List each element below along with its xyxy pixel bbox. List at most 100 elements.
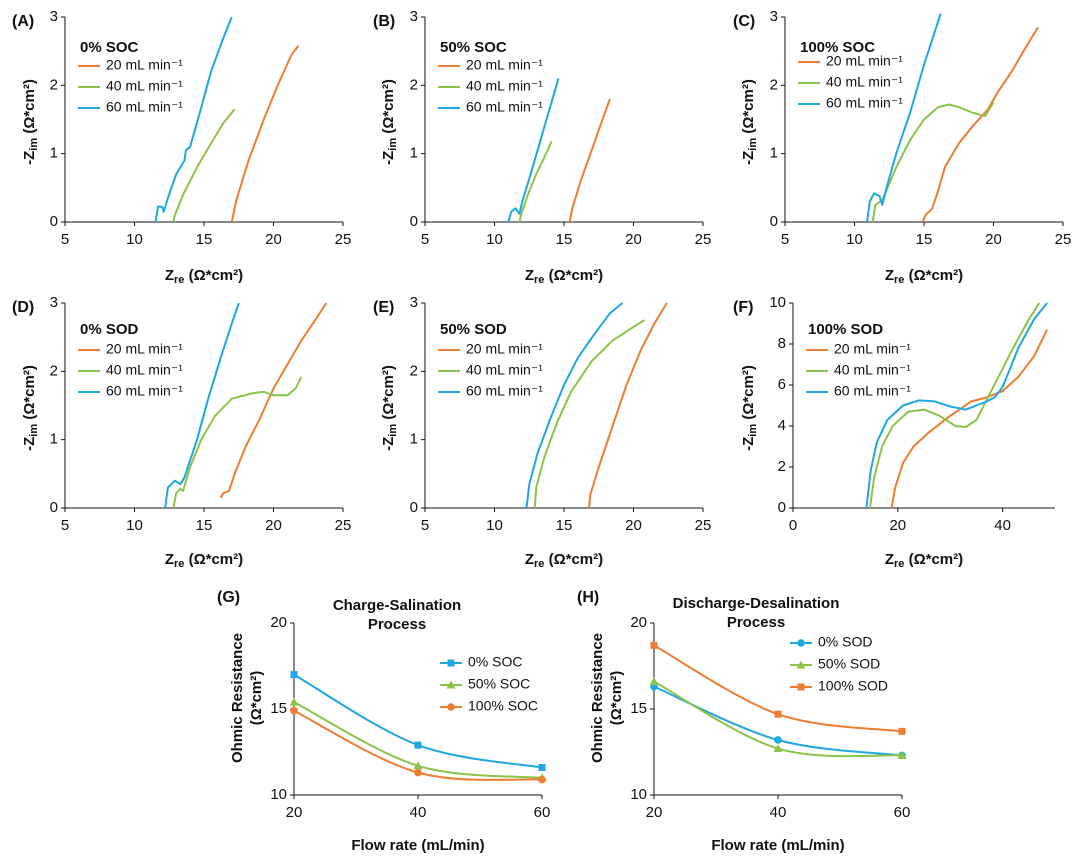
x-tick-label: 5 [61, 517, 69, 534]
y-tick-label: 2 [50, 76, 58, 93]
series-line-blue [507, 78, 560, 223]
y-tick-label: 0 [410, 213, 418, 230]
legend-label: 40 mL min⁻¹ [834, 362, 911, 378]
series-line-green [518, 140, 553, 223]
y-axis-title: Ohmic Resistance [229, 633, 246, 763]
chart-title: Charge-Salination [333, 597, 461, 614]
x-tick-label: 5 [781, 231, 789, 248]
x-axis-title: Zre (Ω*cm²) [885, 551, 963, 570]
panel-d: 5 10 15 20 25 0 1 2 3 (D) 0% SOD 20 mL min⁻¹ 40 mL m… [12, 294, 351, 534]
y-tick-label: 4 [778, 417, 786, 434]
legend-marker [446, 680, 456, 689]
y-tick-label: 3 [770, 8, 778, 25]
x-axis-title: Flow rate (mL/min) [711, 837, 844, 854]
series-line-blue [525, 302, 624, 509]
legend-label: 20 mL min⁻¹ [826, 53, 903, 69]
legend-label: 60 mL min⁻¹ [466, 99, 543, 115]
x-tick-label: 15 [916, 231, 933, 248]
x-tick-label: 40 [994, 517, 1011, 534]
chart-title: Process [368, 616, 426, 633]
x-tick-label: 5 [421, 231, 429, 248]
x-tick-label: 10 [486, 231, 503, 248]
y-tick-label: 1 [410, 431, 418, 448]
series-line-green [172, 376, 303, 509]
y-tick-label: 20 [630, 614, 647, 631]
legend-label: 0% SOD [818, 634, 872, 650]
y-axis-title: -Zim (Ω*cm²) [21, 365, 40, 451]
x-tick-label: 60 [894, 804, 911, 821]
chart-title: 50% SOD [440, 321, 507, 338]
legend-label: 20 mL min⁻¹ [466, 341, 543, 357]
panel-label: (F) [733, 299, 753, 316]
x-tick-label: 10 [486, 517, 503, 534]
series-line-orange [890, 329, 1048, 509]
chart-title: 100% SOD [808, 321, 883, 338]
series-line-orange [588, 302, 668, 509]
y-tick-label: 2 [778, 458, 786, 475]
chart-title: 0% SOD [80, 321, 139, 338]
y-tick-label: 6 [778, 376, 786, 393]
y-axis-title-unit: (Ω*cm²) [608, 671, 625, 726]
x-tick-label: 25 [695, 231, 712, 248]
legend-label: 100% SOC [468, 698, 538, 714]
panel-e: 5 10 15 20 25 0 1 2 3 (E) 50% SOD 20 mL min⁻¹ 40 mL … [373, 294, 711, 534]
data-point [774, 736, 782, 744]
y-tick-label: 1 [50, 431, 58, 448]
series-line-blue [865, 302, 1048, 509]
x-tick-label: 25 [335, 517, 352, 534]
legend-label: 60 mL min⁻¹ [106, 383, 183, 399]
x-tick-label: 40 [410, 804, 427, 821]
x-tick-label: 25 [1055, 231, 1072, 248]
chart-title: 100% SOC [800, 39, 875, 56]
legend-label: 20 mL min⁻¹ [466, 57, 543, 73]
chart-title: Process [727, 614, 785, 631]
x-axis-title: Zre (Ω*cm²) [165, 267, 243, 286]
y-axis-title: -Zim (Ω*cm²) [380, 79, 399, 165]
chart-title: 0% SOC [80, 39, 139, 56]
legend-label: 50% SOC [468, 676, 530, 692]
y-tick-label: 2 [410, 362, 418, 379]
legend-marker [797, 683, 805, 691]
data-point [897, 750, 907, 759]
x-tick-label: 20 [985, 231, 1002, 248]
data-point [289, 697, 299, 706]
legend-label: 60 mL min⁻¹ [826, 95, 903, 111]
series-line-orange [568, 98, 611, 223]
x-axis-title: Zre (Ω*cm²) [525, 267, 603, 286]
y-tick-label: 8 [778, 335, 786, 352]
y-tick-label: 2 [410, 76, 418, 93]
y-tick-label: 10 [270, 786, 287, 803]
legend-label: 50% SOD [818, 656, 880, 672]
y-tick-label: 15 [630, 700, 647, 717]
x-tick-label: 20 [625, 517, 642, 534]
x-tick-label: 0 [789, 517, 797, 534]
x-tick-label: 20 [265, 517, 282, 534]
series-line-orange [921, 26, 1039, 223]
y-tick-label: 1 [410, 145, 418, 162]
legend-label: 60 mL min⁻¹ [106, 99, 183, 115]
x-axis-title: Zre (Ω*cm²) [885, 267, 963, 286]
y-tick-label: 10 [630, 786, 647, 803]
data-point [774, 710, 782, 718]
panel-f: 0 20 40 0 2 4 6 8 10 (F) 100% SOD 20 mL min⁻¹ 40 mL … [733, 294, 1055, 534]
y-tick-label: 0 [410, 499, 418, 516]
series-line-green [533, 319, 646, 509]
chart-title: Discharge-Desalination [673, 595, 840, 612]
x-tick-label: 10 [846, 231, 863, 248]
x-tick-label: 25 [335, 231, 352, 248]
data-point [650, 641, 658, 649]
panel-h: 20 40 60 10 15 20 (H) Discharge-Desalination Pro… [577, 589, 910, 854]
y-tick-label: 0 [50, 499, 58, 516]
x-tick-label: 15 [556, 517, 573, 534]
x-tick-label: 15 [556, 231, 573, 248]
legend-marker [797, 639, 805, 647]
data-point [290, 671, 298, 679]
x-tick-label: 20 [646, 804, 663, 821]
y-tick-label: 2 [50, 362, 58, 379]
data-point [538, 763, 546, 771]
panel-label: (H) [577, 589, 599, 606]
x-tick-label: 60 [534, 804, 551, 821]
